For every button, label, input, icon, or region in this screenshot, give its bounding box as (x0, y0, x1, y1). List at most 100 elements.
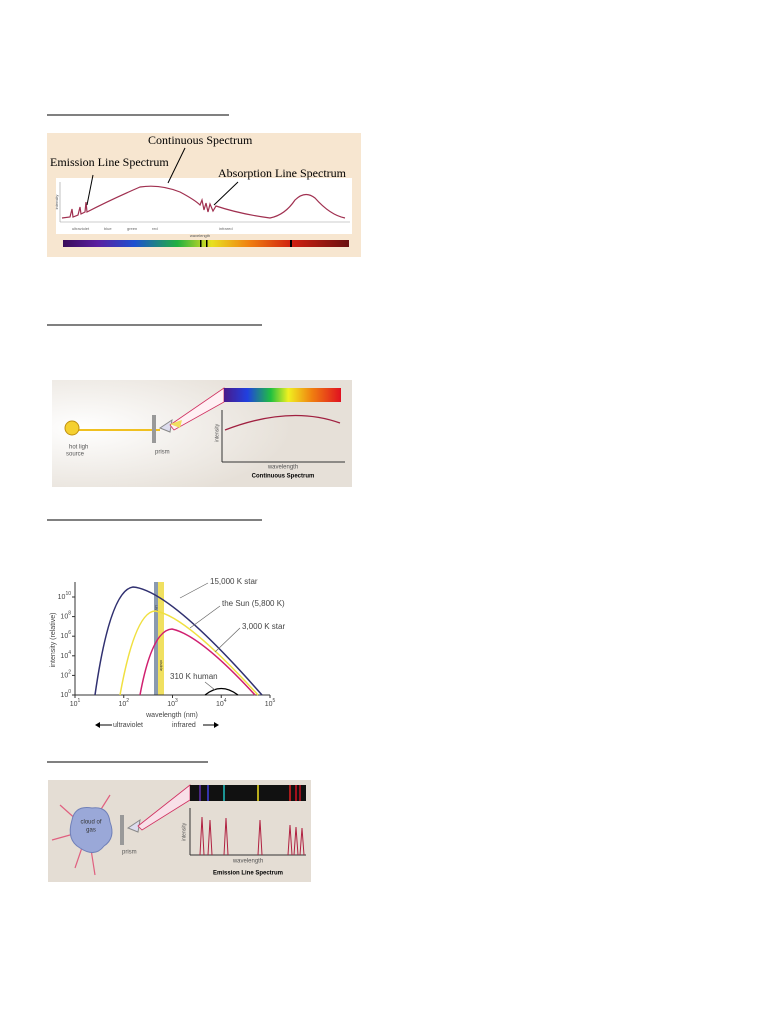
tick-label: 106 (60, 631, 71, 641)
label: hot ligh (69, 445, 88, 451)
label: Absorption Line Spectrum (218, 166, 347, 180)
tick-label: 1010 (58, 591, 72, 601)
tick-label: 104 (60, 650, 71, 660)
visible-band (158, 582, 164, 695)
tick-exp: 10 (65, 591, 71, 597)
pointer (213, 181, 239, 206)
curve (94, 586, 263, 696)
label: Emission Line Spectrum (50, 155, 169, 169)
label: cloud of (80, 820, 101, 826)
arrow-label: ultraviolet (113, 722, 143, 729)
axis-label: intensity (214, 423, 220, 442)
arrow-label: infrared (172, 722, 196, 729)
tick-exp: 1 (78, 698, 81, 704)
tick-base: 10 (60, 613, 68, 620)
tick-exp: 4 (68, 650, 71, 656)
spectrum-curve (224, 414, 341, 431)
axis-label: wavelength (nm) (145, 712, 198, 719)
caption: Continuous Spectrum (252, 474, 315, 480)
tick-label: 104 (216, 698, 227, 708)
plot-area (56, 178, 352, 234)
tick-exp: 0 (68, 689, 71, 695)
curve-label: 310 K human (170, 672, 218, 681)
slit (152, 415, 156, 443)
tick-exp: 5 (273, 698, 276, 704)
tick-base: 10 (60, 653, 68, 660)
tick-exp: 8 (68, 611, 71, 617)
label: source (66, 452, 85, 458)
arrow (95, 722, 100, 728)
label: prism (122, 850, 137, 856)
bulb (64, 420, 80, 436)
tick-label: 108 (60, 611, 71, 621)
pointer (204, 681, 216, 691)
tick-label: 105 (265, 698, 276, 708)
tick-base: 10 (58, 594, 66, 601)
band-label: blue (104, 226, 112, 231)
gas-cloud (69, 807, 113, 853)
tick-base: 10 (167, 701, 175, 708)
absorption-line (290, 240, 292, 247)
band-label: infrared (219, 226, 233, 231)
uv-band (154, 582, 158, 695)
tick-base: 10 (216, 701, 224, 708)
tick-label: 102 (60, 670, 71, 680)
arrow (214, 722, 219, 728)
spectrum-bar (190, 785, 306, 801)
emission-lines (199, 785, 301, 801)
light-fan (170, 420, 182, 428)
band-label: red (152, 226, 158, 231)
band-label: ultraviolet (72, 226, 90, 231)
pointer (214, 627, 241, 653)
tick-exp: 2 (68, 670, 71, 676)
pointer (167, 147, 186, 184)
curve (139, 628, 256, 696)
tick-base: 10 (60, 672, 68, 679)
tick-exp: 3 (175, 698, 178, 704)
slit (120, 815, 124, 845)
pointer (179, 582, 209, 599)
absorption-line (200, 240, 202, 247)
axis-label: intensity (181, 822, 187, 841)
axis-label: wavelength (232, 859, 263, 865)
absorption-line (206, 240, 208, 247)
emission-figure: cloud of gas prism intensity wavelength … (48, 780, 311, 882)
curve (204, 687, 239, 696)
axis-label: intensity (54, 195, 59, 210)
axis-label: wavelength (267, 465, 298, 471)
spike (199, 816, 305, 856)
label: gas (86, 828, 96, 834)
prism-figure: hot ligh source prism intensity waveleng… (52, 380, 352, 487)
curve-label: 15,000 K star (210, 577, 258, 586)
band-label: visible (159, 660, 164, 672)
tick-exp: 2 (126, 698, 129, 704)
label: Continuous Spectrum (148, 133, 253, 147)
label: prism (155, 450, 170, 456)
spectrum-curve (61, 185, 346, 219)
caption: Emission Line Spectrum (213, 871, 283, 877)
pointer (189, 605, 221, 629)
axis-label: wavelength (190, 233, 210, 238)
tick-label: 101 (70, 698, 81, 708)
tick-base: 10 (60, 692, 68, 699)
pointer (86, 174, 94, 206)
tick-label: 100 (60, 689, 71, 699)
absorption-figure: Continuous Spectrum Emission Line Spectr… (47, 133, 361, 257)
axis-label: intensity (relative) (50, 613, 57, 668)
spectrum-bar (224, 388, 341, 402)
tick-exp: 4 (224, 698, 227, 704)
band-label: UV (154, 605, 159, 611)
blackbody-figure: 15,000 K star the Sun (5,800 K) 3,000 K … (50, 577, 286, 729)
tick-label: 102 (118, 698, 129, 708)
tick-label: 103 (167, 698, 178, 708)
tick-base: 10 (70, 701, 78, 708)
curve-label: 3,000 K star (242, 622, 285, 631)
tick-exp: 6 (68, 631, 71, 637)
tick-base: 10 (118, 701, 126, 708)
tick-base: 10 (60, 633, 68, 640)
curve (119, 610, 259, 696)
curve-label: the Sun (5,800 K) (222, 599, 285, 608)
band-label: green (127, 226, 137, 231)
